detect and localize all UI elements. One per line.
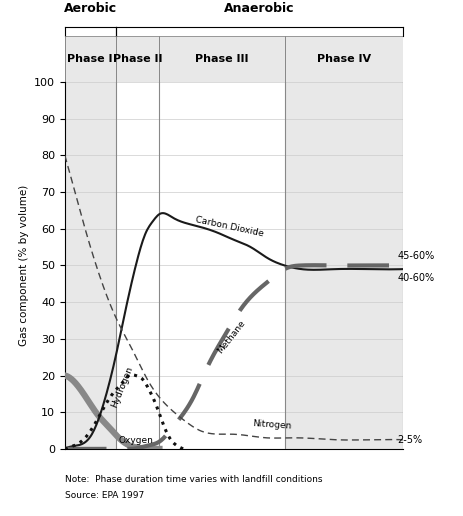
Bar [284, 82, 403, 449]
Bar [116, 36, 159, 82]
Text: Source: EPA 1997: Source: EPA 1997 [65, 491, 144, 500]
Bar [65, 82, 116, 449]
Bar [65, 36, 116, 82]
Text: 45-60%: 45-60% [398, 251, 435, 261]
Text: Aerobic: Aerobic [63, 2, 117, 15]
Text: 2-5%: 2-5% [398, 435, 423, 445]
Text: Phase II: Phase II [113, 54, 162, 64]
Text: Phase III: Phase III [195, 54, 249, 64]
Text: Methane: Methane [215, 319, 247, 356]
Text: Note:  Phase duration time varies with landfill conditions: Note: Phase duration time varies with la… [65, 475, 322, 485]
Text: Phase IV: Phase IV [317, 54, 371, 64]
Bar [159, 36, 284, 82]
Text: Nitrogen: Nitrogen [252, 419, 292, 431]
Text: Oxygen: Oxygen [119, 437, 154, 445]
Text: 40-60%: 40-60% [398, 273, 435, 283]
Text: Phase I: Phase I [68, 54, 113, 64]
Text: Anaerobic: Anaerobic [224, 2, 294, 15]
Bar [284, 36, 403, 82]
Text: Hydrogen: Hydrogen [109, 365, 134, 409]
Bar [116, 82, 159, 449]
Bar [159, 82, 284, 449]
Y-axis label: Gas component (% by volume): Gas component (% by volume) [19, 185, 29, 346]
Text: Carbon Dioxide: Carbon Dioxide [195, 215, 265, 238]
